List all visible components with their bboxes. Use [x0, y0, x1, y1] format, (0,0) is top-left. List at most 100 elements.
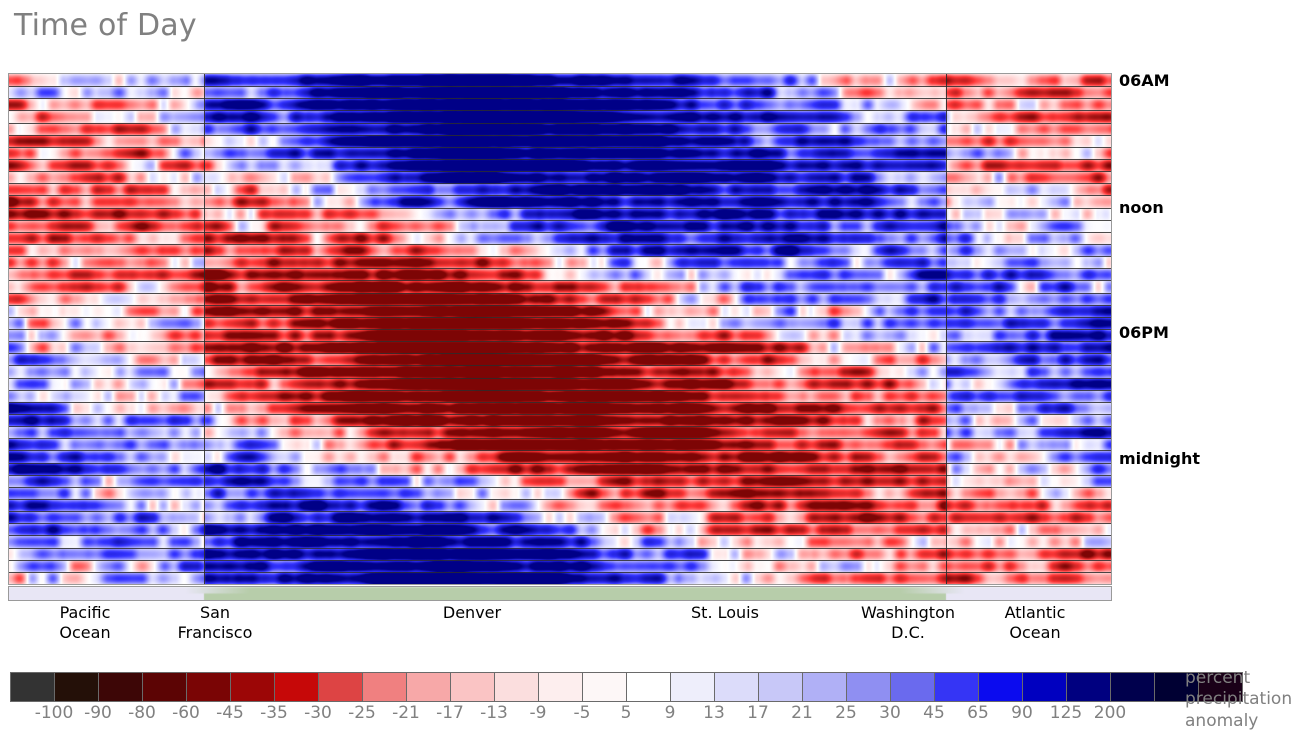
- heatmap-plot[interactable]: [8, 73, 1112, 585]
- row-gridline: [9, 572, 1111, 573]
- x-axis-tick-san-francisco: San Francisco: [177, 603, 253, 642]
- vertical-marker-washington-dc: [946, 74, 947, 584]
- colorbar-swatch-20[interactable]: [890, 672, 935, 702]
- row-gridline: [9, 244, 1111, 245]
- colorbar-tick-neg30: -30: [304, 703, 332, 723]
- row-gridline: [9, 232, 1111, 233]
- colorbar-tick-200: 200: [1093, 703, 1127, 723]
- row-gridline: [9, 402, 1111, 403]
- colorbar-swatch-5[interactable]: [230, 672, 275, 702]
- y-axis-tick-midnight: midnight: [1119, 449, 1200, 468]
- colorbar-tick-5: 5: [620, 703, 632, 723]
- colorbar-swatch-14[interactable]: [626, 672, 671, 702]
- row-gridline: [9, 523, 1111, 524]
- colorbar-swatch-23[interactable]: [1022, 672, 1067, 702]
- colorbar-swatch-18[interactable]: [802, 672, 847, 702]
- colorbar-swatch-2[interactable]: [98, 672, 143, 702]
- colorbar-tick-neg21: -21: [392, 703, 420, 723]
- row-gridline: [9, 329, 1111, 330]
- x-axis-tick-denver: Denver: [442, 603, 502, 622]
- colorbar-swatch-19[interactable]: [846, 672, 891, 702]
- colorbar-swatch-13[interactable]: [582, 672, 627, 702]
- colorbar-swatch-24[interactable]: [1066, 672, 1111, 702]
- colorbar-swatch-0[interactable]: [10, 672, 55, 702]
- colorbar-swatch-22[interactable]: [978, 672, 1023, 702]
- vertical-marker-san-francisco: [204, 74, 205, 584]
- row-gridline: [9, 426, 1111, 427]
- colorbar-swatch-25[interactable]: [1110, 672, 1155, 702]
- row-gridline: [9, 499, 1111, 500]
- row-gridline: [9, 378, 1111, 379]
- row-gridline: [9, 220, 1111, 221]
- y-axis-tick-06pm: 06PM: [1119, 323, 1169, 342]
- colorbar-tick-45: 45: [923, 703, 945, 723]
- row-gridline: [9, 147, 1111, 148]
- colorbar[interactable]: [10, 672, 1243, 702]
- row-gridline: [9, 463, 1111, 464]
- colorbar-swatch-16[interactable]: [714, 672, 759, 702]
- row-gridline: [9, 268, 1111, 269]
- x-axis-tick-atlantic-ocean: Atlantic Ocean: [1004, 603, 1066, 642]
- colorbar-tick-neg80: -80: [128, 703, 156, 723]
- row-gridline: [9, 195, 1111, 196]
- colorbar-swatch-6[interactable]: [274, 672, 319, 702]
- colorbar-tick-65: 65: [967, 703, 989, 723]
- colorbar-swatch-21[interactable]: [934, 672, 979, 702]
- colorbar-swatch-9[interactable]: [406, 672, 451, 702]
- page-title: Time of Day: [14, 8, 197, 43]
- row-gridline: [9, 438, 1111, 439]
- colorbar-swatch-3[interactable]: [142, 672, 187, 702]
- row-gridline: [9, 511, 1111, 512]
- colorbar-swatch-15[interactable]: [670, 672, 715, 702]
- row-gridline: [9, 317, 1111, 318]
- row-gridline: [9, 341, 1111, 342]
- colorbar-tick-17: 17: [747, 703, 769, 723]
- x-axis-tick-st-louis: St. Louis: [691, 603, 759, 622]
- row-gridline: [9, 535, 1111, 536]
- colorbar-tick-neg100: -100: [34, 703, 74, 723]
- colorbar-tick-neg35: -35: [260, 703, 288, 723]
- row-gridline: [9, 305, 1111, 306]
- row-gridline: [9, 183, 1111, 184]
- colorbar-tick-13: 13: [703, 703, 725, 723]
- row-gridline: [9, 548, 1111, 549]
- colorbar-tick-90: 90: [1011, 703, 1033, 723]
- colorbar-swatch-4[interactable]: [186, 672, 231, 702]
- colorbar-swatch-8[interactable]: [362, 672, 407, 702]
- row-gridline: [9, 560, 1111, 561]
- row-gridline: [9, 86, 1111, 87]
- colorbar-swatch-27[interactable]: [1198, 672, 1243, 702]
- colorbar-tick-21: 21: [791, 703, 813, 723]
- row-gridline: [9, 475, 1111, 476]
- row-gridline: [9, 171, 1111, 172]
- colorbar-swatch-17[interactable]: [758, 672, 803, 702]
- y-axis-tick-06am: 06AM: [1119, 71, 1170, 90]
- row-gridline: [9, 390, 1111, 391]
- colorbar-swatch-1[interactable]: [54, 672, 99, 702]
- x-axis-tick-washington-d-c: Washington D.C.: [860, 603, 956, 642]
- colorbar-tick-neg90: -90: [84, 703, 112, 723]
- colorbar-tick-neg9: -9: [529, 703, 547, 723]
- colorbar-tick-9: 9: [664, 703, 676, 723]
- row-gridline: [9, 159, 1111, 160]
- y-axis-tick-noon: noon: [1119, 198, 1164, 217]
- colorbar-caption: percent precipitation anomaly: [1185, 668, 1293, 731]
- row-gridline: [9, 293, 1111, 294]
- colorbar-tick-neg5: -5: [573, 703, 591, 723]
- colorbar-tick-25: 25: [835, 703, 857, 723]
- row-gridline: [9, 256, 1111, 257]
- row-gridline: [9, 365, 1111, 366]
- colorbar-tick-30: 30: [879, 703, 901, 723]
- colorbar-swatch-10[interactable]: [450, 672, 495, 702]
- colorbar-tick-neg25: -25: [348, 703, 376, 723]
- row-gridline: [9, 98, 1111, 99]
- colorbar-swatch-11[interactable]: [494, 672, 539, 702]
- colorbar-tick-125: 125: [1049, 703, 1083, 723]
- colorbar-swatch-7[interactable]: [318, 672, 363, 702]
- colorbar-swatch-12[interactable]: [538, 672, 583, 702]
- colorbar-tick-neg60: -60: [172, 703, 200, 723]
- terrain-elevation-strip: [8, 586, 1112, 601]
- x-axis-tick-pacific-ocean: Pacific Ocean: [59, 603, 111, 642]
- row-gridline: [9, 208, 1111, 209]
- terrain-canvas: [9, 587, 1111, 600]
